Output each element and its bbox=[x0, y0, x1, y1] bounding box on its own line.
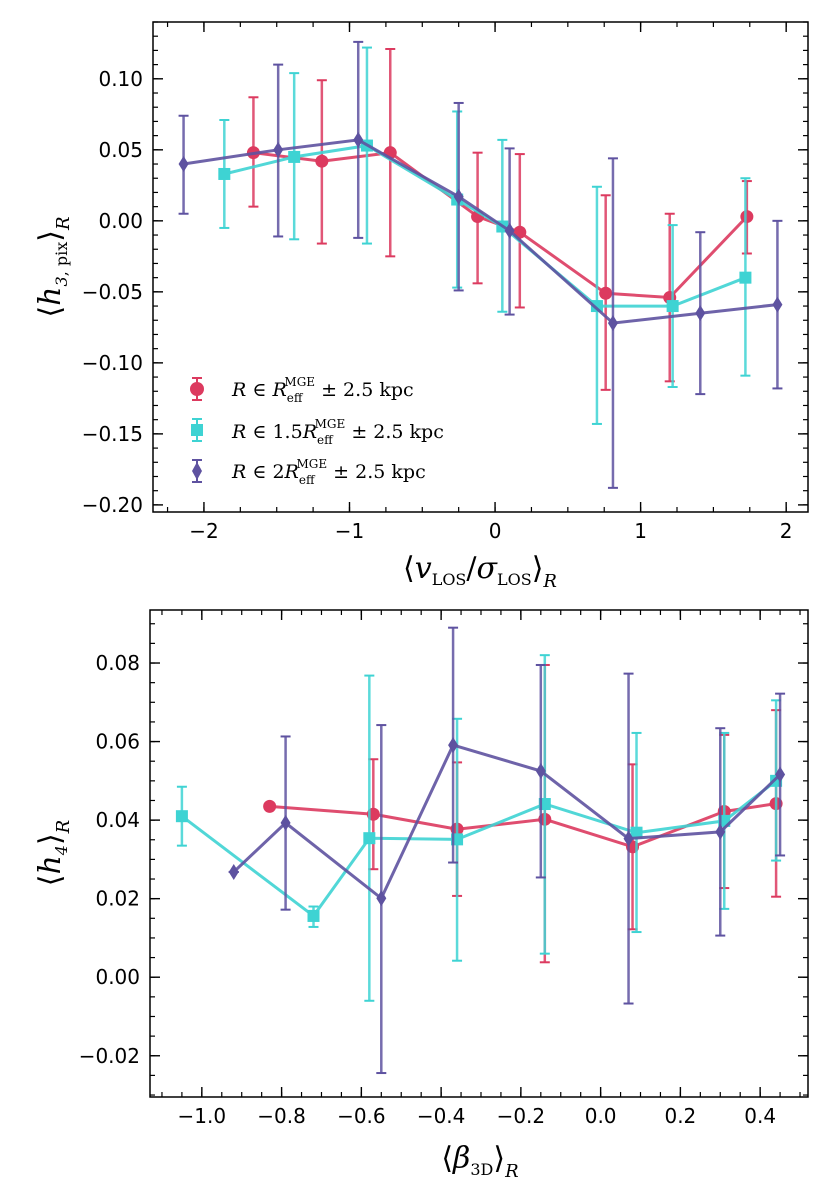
x-tick-label: 0.0 bbox=[585, 1104, 617, 1128]
x-tick-label: 0.2 bbox=[664, 1104, 696, 1128]
data-point-diamond bbox=[607, 315, 618, 332]
data-point-diamond bbox=[280, 814, 291, 831]
y-tick-label: 0.00 bbox=[98, 209, 143, 233]
legend-circle-marker bbox=[190, 382, 204, 396]
data-point-diamond bbox=[376, 890, 387, 907]
series-line bbox=[223, 144, 746, 308]
y-tick-label: −0.10 bbox=[82, 351, 143, 375]
plot-area bbox=[178, 40, 783, 489]
data-point-diamond bbox=[775, 766, 786, 783]
data-point-diamond bbox=[715, 823, 726, 840]
series-cyan bbox=[218, 46, 752, 425]
data-point-diamond bbox=[228, 863, 239, 880]
y-tick-label: 0.02 bbox=[95, 887, 140, 911]
legend-label-cyan: R ∈ 1.5ReffMGE ± 2.5 kpc bbox=[231, 417, 444, 447]
tick-labels: −2 −1 0 1 2 0.10 0.05 0.00 −0.05 −0.10 −0.15 −0.20 bbox=[82, 67, 793, 543]
y-tick-label: 0.08 bbox=[95, 651, 140, 675]
data-point-square bbox=[630, 826, 643, 839]
series-purple bbox=[178, 40, 783, 489]
x-tick-label: −0.8 bbox=[257, 1104, 306, 1128]
data-point-square bbox=[739, 271, 752, 284]
y-tick-label: −0.15 bbox=[82, 422, 143, 446]
series-line bbox=[183, 138, 778, 325]
data-point-diamond bbox=[695, 305, 706, 322]
x-tick-label: 0.4 bbox=[744, 1104, 776, 1128]
y-tick-label: 0.00 bbox=[95, 965, 140, 989]
panel-h4-vs-beta: −1.0 −0.8 −0.6 −0.4 −0.2 0.0 0.2 0.4 0.08 0.06 0.0… bbox=[33, 609, 809, 1182]
legend-diamond-marker bbox=[192, 462, 202, 480]
x-tick-label: 0 bbox=[489, 519, 502, 543]
data-point-circle bbox=[599, 286, 613, 300]
data-point-diamond bbox=[535, 763, 546, 780]
legend-entry-purple: R ∈ 2ReffMGE ± 2.5 kpc bbox=[192, 457, 426, 487]
data-point-square bbox=[363, 832, 376, 845]
x-tick-label: 2 bbox=[780, 519, 793, 543]
x-tick-label: −0.2 bbox=[497, 1104, 546, 1128]
legend-label-purple: R ∈ 2ReffMGE ± 2.5 kpc bbox=[231, 457, 426, 487]
data-point-diamond bbox=[453, 188, 464, 205]
x-tick-label: −0.6 bbox=[337, 1104, 386, 1128]
y-tick-label: 0.05 bbox=[98, 138, 143, 162]
series-purple bbox=[228, 626, 786, 1075]
data-point-diamond bbox=[273, 141, 284, 158]
y-tick-label: 0.04 bbox=[95, 808, 140, 832]
x-tick-label: −1 bbox=[335, 519, 364, 543]
data-point-diamond bbox=[623, 830, 634, 847]
data-point-diamond bbox=[772, 296, 783, 313]
y-tick-label: −0.20 bbox=[82, 493, 143, 517]
data-point-square bbox=[590, 300, 603, 313]
x-tick-label: −1.0 bbox=[178, 1104, 227, 1128]
legend: R ∈ ReffMGE ± 2.5 kpc R ∈ 1.5ReffMGE ± 2… bbox=[190, 375, 444, 487]
tick-labels: −1.0 −0.8 −0.6 −0.4 −0.2 0.0 0.2 0.4 0.08 0.06 0.0… bbox=[79, 651, 776, 1128]
data-point-diamond bbox=[353, 131, 364, 148]
legend-label-red: R ∈ ReffMGE ± 2.5 kpc bbox=[231, 375, 414, 405]
plot-frame bbox=[149, 609, 809, 1098]
series-line bbox=[232, 743, 782, 901]
data-point-square bbox=[288, 150, 301, 163]
series-line bbox=[180, 779, 778, 919]
y-tick-label: 0.10 bbox=[98, 67, 143, 91]
data-point-diamond bbox=[178, 156, 189, 173]
y-axis-title: ⟨h4⟩R bbox=[33, 820, 74, 887]
data-point-diamond bbox=[448, 737, 459, 754]
data-point-square bbox=[307, 909, 320, 922]
axis-ticks bbox=[153, 21, 808, 512]
legend-entry-cyan: R ∈ 1.5ReffMGE ± 2.5 kpc bbox=[191, 417, 444, 447]
legend-square-marker bbox=[191, 424, 203, 436]
series-cyan bbox=[175, 654, 783, 1002]
y-axis-title: ⟨h3, pix⟩R bbox=[33, 216, 74, 317]
data-point-circle bbox=[740, 210, 754, 224]
x-axis-title: ⟨β3D⟩R bbox=[441, 1141, 518, 1182]
data-point-circle bbox=[263, 799, 277, 813]
y-tick-label: 0.06 bbox=[95, 730, 140, 754]
data-point-square bbox=[218, 167, 231, 180]
axis-ticks bbox=[150, 610, 808, 1097]
x-tick-label: −0.4 bbox=[417, 1104, 466, 1128]
data-point-square bbox=[666, 300, 679, 313]
x-tick-label: −2 bbox=[189, 519, 218, 543]
data-point-circle bbox=[315, 154, 329, 168]
plot-area bbox=[175, 626, 786, 1075]
data-point-square bbox=[175, 810, 188, 823]
x-tick-label: 1 bbox=[634, 519, 647, 543]
data-point-diamond bbox=[504, 222, 515, 239]
legend-entry-red: R ∈ ReffMGE ± 2.5 kpc bbox=[190, 375, 414, 405]
series-red bbox=[246, 47, 754, 391]
plot-frame bbox=[152, 21, 809, 513]
x-axis-title: ⟨vLOS/σLOS⟩R bbox=[403, 551, 557, 592]
y-tick-label: −0.02 bbox=[79, 1044, 140, 1068]
y-tick-label: −0.05 bbox=[82, 280, 143, 304]
panel-h3-vs-vsigma: −2 −1 0 1 20.100.050.00−0.05−0.10−0.15−0.20 … bbox=[33, 21, 809, 592]
